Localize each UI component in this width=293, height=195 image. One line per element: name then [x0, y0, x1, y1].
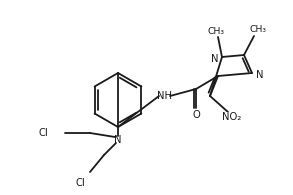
Text: N: N	[256, 70, 263, 80]
Text: NO₂: NO₂	[222, 112, 242, 122]
Text: CH₃: CH₃	[250, 26, 267, 35]
Text: Cl: Cl	[75, 178, 85, 188]
Text: N: N	[114, 135, 122, 145]
Text: N: N	[210, 54, 218, 64]
Text: NH: NH	[156, 91, 171, 101]
Text: Cl: Cl	[38, 128, 48, 138]
Text: O: O	[192, 110, 200, 120]
Text: CH₃: CH₃	[207, 27, 224, 35]
